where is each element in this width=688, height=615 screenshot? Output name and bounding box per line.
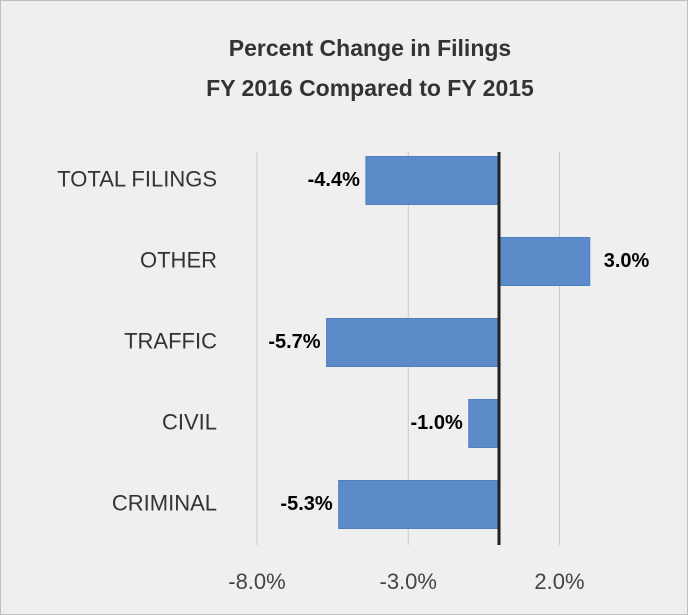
bar bbox=[326, 318, 500, 367]
data-label: 3.0% bbox=[604, 250, 650, 272]
x-tick-label: -8.0% bbox=[228, 569, 285, 594]
x-tick-label: -3.0% bbox=[380, 569, 437, 594]
y-tick-label: TOTAL FILINGS bbox=[57, 166, 217, 191]
bar bbox=[338, 480, 500, 529]
x-tick-label: 2.0% bbox=[534, 569, 584, 594]
bar bbox=[365, 156, 500, 205]
y-tick-label: OTHER bbox=[140, 247, 217, 272]
chart-title: Percent Change in Filings bbox=[229, 35, 511, 61]
y-tick-label: TRAFFIC bbox=[124, 328, 217, 353]
bar bbox=[468, 399, 500, 448]
data-label: -5.7% bbox=[268, 331, 320, 353]
data-label: -1.0% bbox=[411, 412, 463, 434]
chart-subtitle: FY 2016 Compared to FY 2015 bbox=[206, 75, 534, 101]
y-tick-label: CIVIL bbox=[162, 409, 217, 434]
bar bbox=[498, 237, 591, 286]
data-label: -5.3% bbox=[280, 493, 332, 515]
y-tick-label: CRIMINAL bbox=[112, 490, 217, 515]
data-label: -4.4% bbox=[308, 169, 360, 191]
